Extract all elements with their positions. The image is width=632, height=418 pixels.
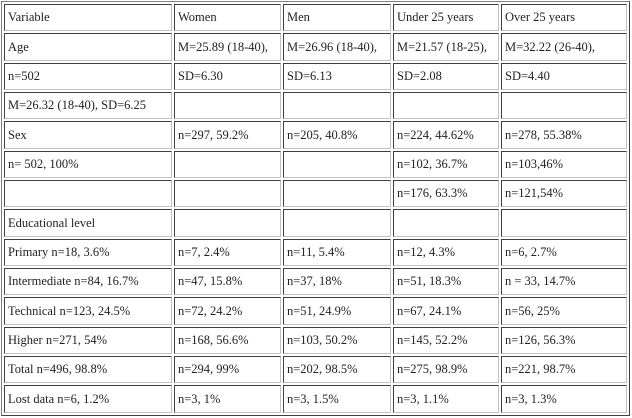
table-cell [283,180,391,208]
table-row: n=502 SD=6.30 SD=6.13 SD=2.08 SD=4.40 [4,62,627,91]
table-cell: SD=4.40 [501,62,627,91]
table-cell: n=294, 99% [174,356,281,384]
table-cell: n=11, 5.4% [283,238,391,267]
table-cell: n=221, 98.7% [501,356,627,384]
row-label-cell: Technical n=123, 24.5% [4,297,172,325]
table-cell: SD=2.08 [393,62,499,91]
table-cell: n=56, 25% [501,297,627,325]
table-cell: n=6, 2.7% [501,238,627,267]
table-cell [174,180,281,208]
table-cell: M=32.22 (26-40), [501,33,627,61]
table-cell: n=224, 44.62% [393,121,499,149]
table-row: Intermediate n=84, 16.7% n=47, 15.8% n=37,… [4,268,627,296]
table-cell: n=297, 59.2% [174,121,281,149]
row-label-cell [4,180,172,208]
table-cell: n=51, 24.9% [283,297,391,325]
table-cell: Men [283,4,391,32]
table-row: n=176, 63.3% n=121,54% [4,180,627,208]
table-cell [174,92,281,120]
table-cell: n=103, 50.2% [283,326,391,355]
table-cell: SD=6.30 [174,62,281,91]
table-cell: n=275, 98.9% [393,356,499,384]
row-label-cell: Total n=496, 98.8% [4,356,172,384]
table-cell: n=72, 24.2% [174,297,281,325]
table-cell [174,150,281,179]
table-cell: M=25.89 (18-40), [174,33,281,61]
row-label-cell: Higher n=271, 54% [4,326,172,355]
table-cell: n=37, 18% [283,268,391,296]
table-row: Technical n=123, 24.5% n=72, 24.2% n=51, 2… [4,297,627,325]
table-cell: Over 25 years [501,4,627,32]
table-row: M=26.32 (18-40), SD=6.25 [4,92,627,120]
table-cell: n=3, 1.1% [393,385,499,413]
table-row: Educational level [4,209,627,237]
table-row: Higher n=271, 54% n=168, 56.6% n=103, 50.2… [4,326,627,355]
table-row: n= 502, 100% n=102, 36.7% n=103,46% [4,150,627,179]
table-cell: n=67, 24.1% [393,297,499,325]
table-cell: n=3, 1% [174,385,281,413]
table-cell: n=278, 55.38% [501,121,627,149]
table-cell: M=26.96 (18-40), [283,33,391,61]
table-cell: n=205, 40.8% [283,121,391,149]
table-cell: n = 33, 14.7% [501,268,627,296]
table-cell: n=126, 56.3% [501,326,627,355]
table-cell: n=121,54% [501,180,627,208]
table-cell: SD=6.13 [283,62,391,91]
table-cell: M=21.57 (18-25), [393,33,499,61]
table-cell: Women [174,4,281,32]
table-cell: n=3, 1.3% [501,385,627,413]
table-cell: n=12, 4.3% [393,238,499,267]
table-cell [501,209,627,237]
table-row: Sex n=297, 59.2% n=205, 40.8% n=224, 44.62%… [4,121,627,149]
table-cell [501,92,627,120]
table-cell [283,209,391,237]
table-cell: n=51, 18.3% [393,268,499,296]
table-cell: n=202, 98.5% [283,356,391,384]
row-label-cell: Primary n=18, 3.6% [4,238,172,267]
header-row: Variable Women Men Under 25 years Over 25 ye… [4,4,627,32]
table-cell: n=47, 15.8% [174,268,281,296]
row-label-cell: n=502 [4,62,172,91]
table-cell [174,209,281,237]
row-label-cell: Educational level [4,209,172,237]
table-row: Lost data n=6, 1.2% n=3, 1% n=3, 1.5% n=3, … [4,385,627,413]
table-cell: n=7, 2.4% [174,238,281,267]
table-cell: n=145, 52.2% [393,326,499,355]
table-cell: n=3, 1.5% [283,385,391,413]
table-cell: n=168, 56.6% [174,326,281,355]
row-label-cell: n= 502, 100% [4,150,172,179]
row-label-cell: M=26.32 (18-40), SD=6.25 [4,92,172,120]
row-label-cell: Age [4,33,172,61]
row-label-cell: Sex [4,121,172,149]
table-cell: n=103,46% [501,150,627,179]
table-row: Total n=496, 98.8% n=294, 99% n=202, 98.5%… [4,356,627,384]
table-cell [283,150,391,179]
table-cell: n=176, 63.3% [393,180,499,208]
table-cell: n=102, 36.7% [393,150,499,179]
table-cell: Under 25 years [393,4,499,32]
table-cell [393,209,499,237]
table-row: Age M=25.89 (18-40), M=26.96 (18-40), M=21.… [4,33,627,61]
table-cell [393,92,499,120]
row-label-cell: Intermediate n=84, 16.7% [4,268,172,296]
table-row: Primary n=18, 3.6% n=7, 2.4% n=11, 5.4% n=1… [4,238,627,267]
row-label-cell: Lost data n=6, 1.2% [4,385,172,413]
row-label-cell: Variable [4,4,172,32]
table-cell [283,92,391,120]
